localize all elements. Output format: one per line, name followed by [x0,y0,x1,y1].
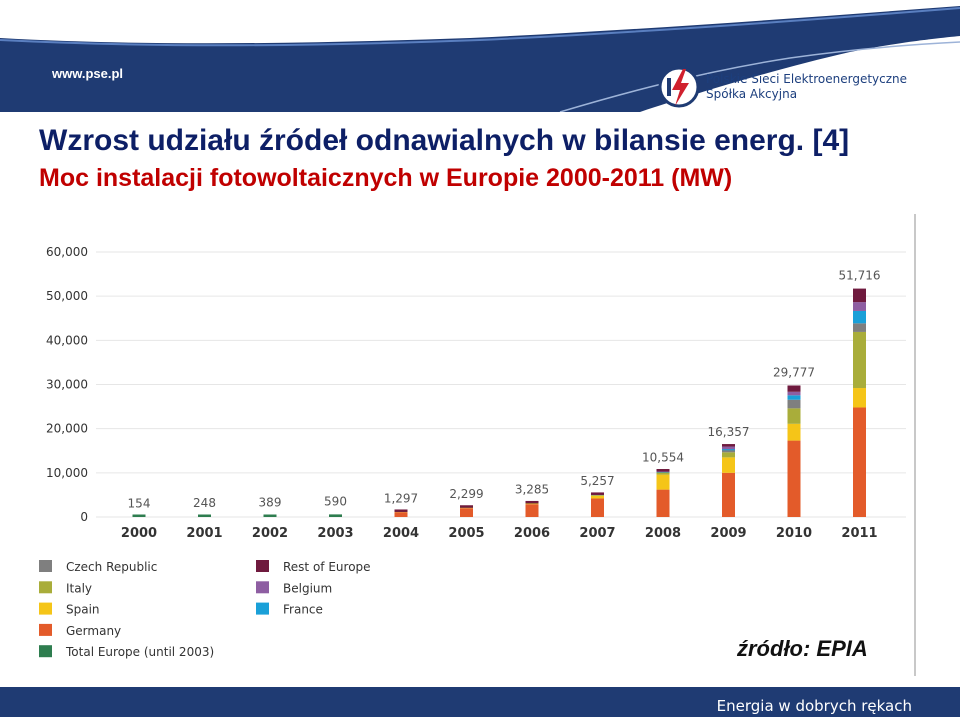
legend-label: Germany [66,624,121,638]
legend-swatch [256,581,269,594]
bar-segment [722,452,735,458]
x-tick-label: 2008 [645,526,681,541]
header-swoosh [0,0,960,113]
data-label: 590 [324,494,347,508]
data-label: 16,357 [708,425,750,439]
x-tick-label: 2007 [579,526,615,541]
bar-segment [787,385,801,392]
legend-label: Belgium [283,581,332,595]
data-label: 5,257 [580,474,614,488]
bar-segment [787,440,801,517]
source-note: źródło: EPIA [737,636,868,661]
bar-segment [853,323,866,332]
bar-segment [853,302,866,311]
legend-swatch [256,560,269,572]
legend-swatch [39,581,52,594]
x-tick-label: 2006 [514,526,550,541]
bar-segment [591,492,604,495]
pse-logo-icon [658,66,700,108]
bar-segment [722,449,735,453]
bar-segment [853,407,866,517]
bar-segment [722,457,735,473]
data-label: 10,554 [642,450,684,464]
y-tick-label: 20,000 [46,422,88,436]
header-banner [0,0,960,113]
y-tick-label: 0 [80,510,88,524]
company-name-line2: Spółka Akcyjna [706,87,798,101]
bar-segment [656,472,670,475]
legend-swatch [39,645,52,658]
bar-segment [132,514,146,517]
x-tick-label: 2002 [252,526,288,541]
x-tick-label: 2010 [776,526,812,541]
x-tick-label: 2011 [841,526,877,541]
bar-segment [329,514,342,517]
bar-segment [394,512,408,517]
data-label: 1,297 [384,491,418,505]
bar-segment [853,331,866,389]
bar-segment [853,288,866,303]
data-label: 389 [259,495,282,509]
legend-label: Total Europe (until 2003) [65,645,214,659]
legend-swatch [39,602,52,615]
bar-segment [198,514,211,517]
x-tick-label: 2003 [317,526,353,541]
bar-segment [853,310,866,324]
legend-swatch [39,560,52,572]
y-tick-label: 40,000 [46,333,88,347]
bar-segment [460,508,473,517]
footer-bar [0,687,960,717]
slide-subtitle: Moc instalacji fotowoltaicznych w Europi… [39,164,733,192]
bar-segment [722,472,735,517]
data-label: 51,716 [839,269,881,283]
bar-segment [591,495,604,499]
legend-label: Italy [66,581,92,595]
company-name-line1: Polskie Sieci Elektroenergetyczne [706,72,908,86]
slide-title: Wzrost udziału źródeł odnawialnych w bil… [39,124,850,157]
data-label: 2,299 [449,487,483,501]
bar-segment [525,500,539,504]
bar-segment [656,489,670,517]
slide-divider-line [914,214,916,676]
x-tick-label: 2005 [448,526,484,541]
y-tick-label: 60,000 [46,245,88,259]
data-label: 3,285 [515,482,549,496]
bar-segment [787,399,801,409]
legend-label: Czech Republic [66,560,157,574]
data-label: 29,777 [773,365,815,379]
legend-label: Spain [66,603,100,617]
x-tick-label: 2000 [121,526,157,541]
bar-segment [722,446,735,450]
bar-segment [394,509,408,512]
data-label: 248 [193,496,216,510]
y-tick-label: 30,000 [46,378,88,392]
x-tick-label: 2001 [186,526,222,541]
bar-segment [787,423,801,441]
legend-swatch [39,623,52,636]
company-name: Polskie Sieci Elektroenergetyczne Spółka… [706,72,907,102]
bar-segment [787,391,801,396]
data-label: 154 [128,496,151,510]
legend-swatch [256,602,269,615]
y-tick-label: 50,000 [46,289,88,303]
bar-segment [787,395,801,400]
bar-segment [263,514,277,517]
bar-segment [722,444,735,447]
x-tick-label: 2009 [710,526,746,541]
footer-slogan: Energia w dobrych rękach [716,697,912,715]
legend-label: Rest of Europe [283,560,371,574]
site-url[interactable]: www.pse.pl [52,66,124,81]
bar-segment [591,498,604,517]
bar-segment [853,388,866,408]
bar-segment [656,474,670,490]
x-tick-label: 2004 [383,526,419,541]
legend-label: France [283,603,323,617]
y-tick-label: 10,000 [46,466,88,480]
bar-segment [460,505,473,508]
bar-segment [787,408,801,424]
pv-capacity-chart: 0 10,000 20,000 30,000 40,000 50,000 60,000 154… [39,245,906,659]
bar-segment [656,469,670,472]
bar-segment [525,504,539,517]
